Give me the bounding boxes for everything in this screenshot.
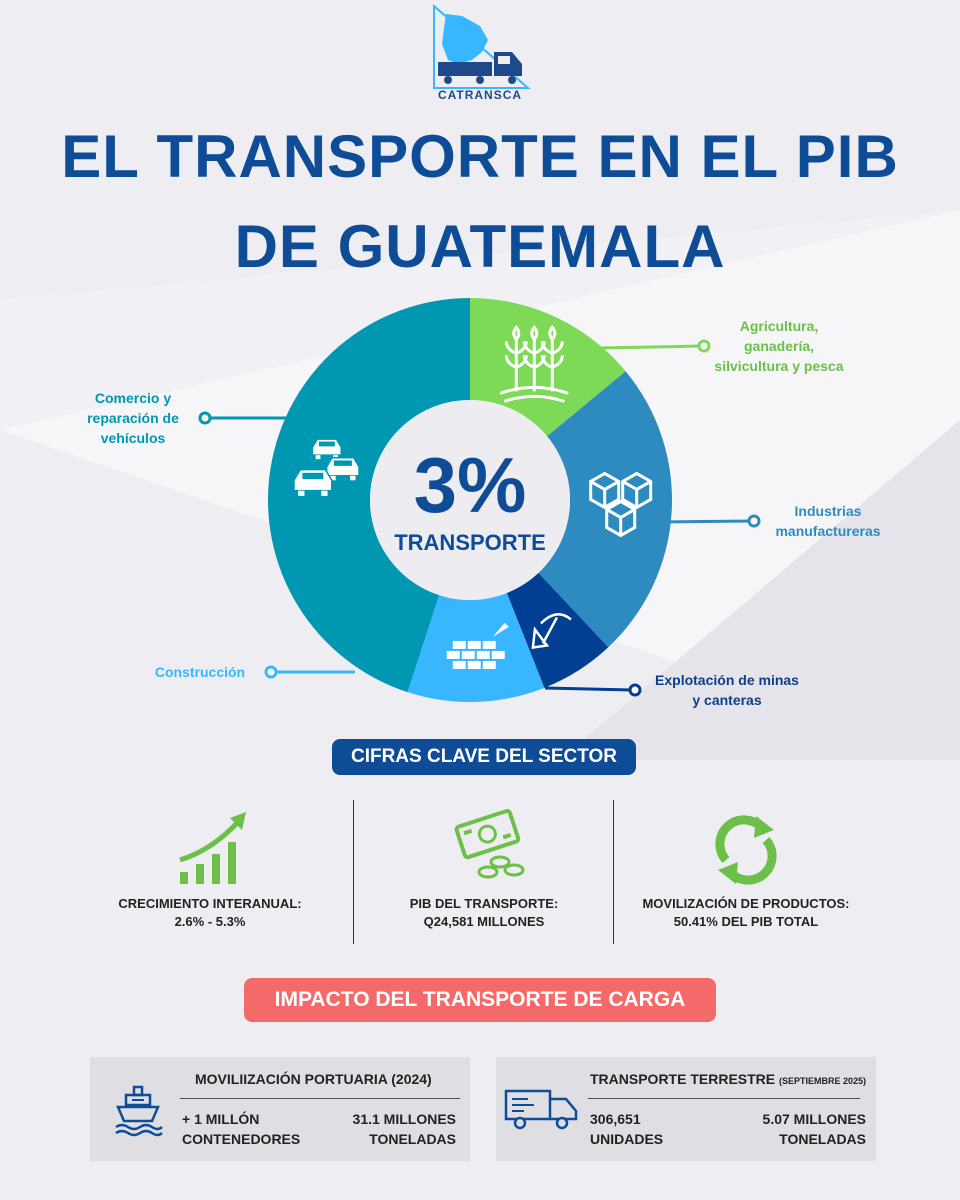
stat-growth: CRECIMIENTO INTERANUAL: 2.6% - 5.3% bbox=[118, 896, 302, 929]
port-containers: + 1 MILLÓN CONTENEDORES bbox=[182, 1111, 301, 1147]
callout-dot-commerce bbox=[198, 411, 212, 425]
donut-hole bbox=[370, 400, 570, 600]
key-figures-heading: CIFRAS CLAVE DEL SECTOR bbox=[332, 739, 636, 775]
port-card: MOVILIIZACIÓN PORTUARIA (2024) + 1 MILLÓ… bbox=[90, 1057, 470, 1161]
label-mining: Explotación de minas y canteras bbox=[655, 672, 799, 708]
callout-line-mining bbox=[544, 686, 633, 692]
callout-dot-industry bbox=[747, 514, 761, 528]
port-card-divider bbox=[180, 1098, 460, 1099]
brand-name: CATRANSCA bbox=[437, 88, 523, 102]
callout-dot-agri bbox=[697, 339, 711, 353]
page-title: EL TRANSPORTE EN EL PIB DE GUATEMALA bbox=[0, 112, 960, 292]
land-card: TRANSPORTE TERRESTRE (SEPTIEMBRE 2025) 3… bbox=[496, 1057, 876, 1161]
boxes-icon bbox=[589, 471, 653, 538]
port-card-title: MOVILIIZACIÓN PORTUARIA (2024) bbox=[195, 1071, 432, 1087]
gdp-donut-chart: 3%TRANSPORTE bbox=[268, 298, 672, 702]
divider-2 bbox=[613, 800, 614, 944]
divider-1 bbox=[353, 800, 354, 944]
page-title-line2: DE GUATEMALA bbox=[234, 213, 726, 280]
callout-line-industry bbox=[654, 519, 753, 524]
land-units: 306,651 UNIDADES bbox=[590, 1111, 664, 1147]
stat-mobilization: MOVILIZACIÓN DE PRODUCTOS: 50.41% DEL PI… bbox=[642, 896, 850, 929]
bricks-icon bbox=[446, 622, 509, 669]
label-construction: Construcción bbox=[154, 664, 246, 680]
callout-line-agri bbox=[599, 344, 703, 350]
land-card-title: TRANSPORTE TERRESTRE (SEPTIEMBRE 2025) bbox=[590, 1071, 867, 1087]
growth-chart-icon bbox=[179, 812, 246, 884]
truck-icon bbox=[504, 1089, 578, 1130]
land-tonnage: 5.07 MILLONES TONELADAS bbox=[762, 1111, 866, 1147]
donut-slice-2 bbox=[506, 572, 609, 688]
plant-icon bbox=[499, 325, 569, 403]
donut-slice-0 bbox=[470, 298, 626, 437]
impact-heading: IMPACTO DEL TRANSPORTE DE CARGA bbox=[244, 978, 716, 1022]
cars-icon bbox=[293, 438, 360, 496]
page-title-line1: EL TRANSPORTE EN EL PIB bbox=[61, 123, 899, 190]
callout-dot-construction bbox=[264, 665, 278, 679]
donut-slice-4 bbox=[268, 298, 470, 693]
label-agri: Agricultura, ganadería, silvicultura y p… bbox=[714, 318, 844, 374]
center-value: 3% bbox=[414, 441, 527, 529]
catransca-logo bbox=[433, 4, 531, 89]
callout-dot-mining bbox=[628, 683, 642, 697]
land-card-divider bbox=[588, 1098, 860, 1099]
stat-gdp: PIB DEL TRANSPORTE: Q24,581 MILLONES bbox=[409, 896, 559, 929]
recycle-icon bbox=[715, 815, 777, 885]
port-tonnage: 31.1 MILLONES TONELADAS bbox=[352, 1111, 456, 1147]
money-icon bbox=[454, 809, 525, 879]
pickaxe-icon bbox=[531, 613, 572, 649]
label-commerce: Comercio y reparación de vehículos bbox=[87, 390, 179, 446]
center-label: TRANSPORTE bbox=[394, 530, 546, 555]
ship-icon bbox=[115, 1085, 163, 1137]
label-industry: Industrias manufactureras bbox=[775, 503, 881, 539]
